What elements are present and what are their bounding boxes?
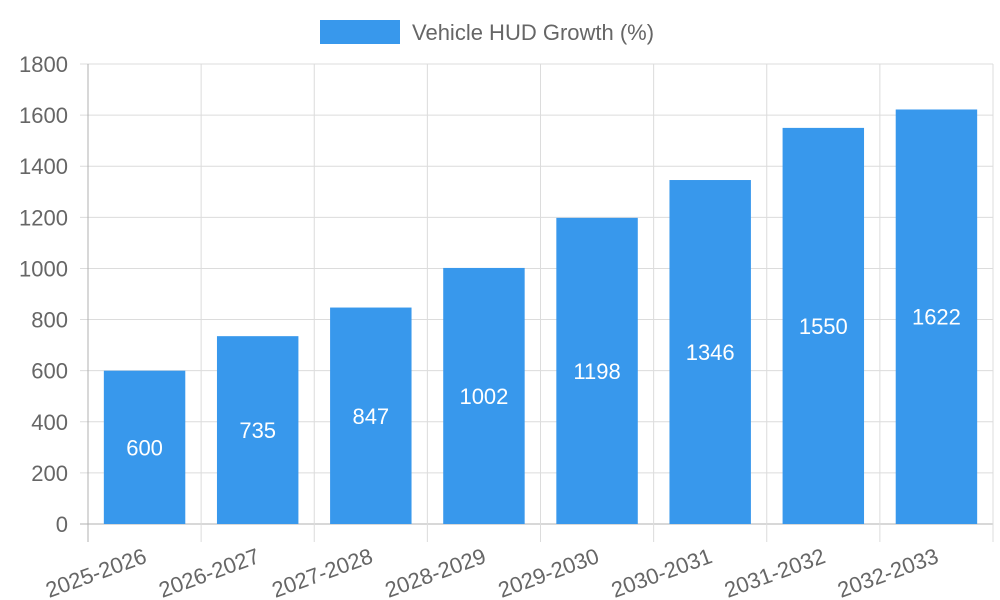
x-tick-label: 2026-2027: [155, 543, 262, 600]
bar-value-label: 1550: [799, 314, 848, 339]
bar[interactable]: [556, 217, 638, 524]
legend-label[interactable]: Vehicle HUD Growth (%): [412, 20, 654, 45]
bars: 600 735 847 1002 1198 1346 1550 1622: [103, 109, 978, 524]
y-tick-label: 400: [31, 410, 68, 435]
y-tick-label: 1400: [19, 154, 68, 179]
y-tick-label: 1000: [19, 256, 68, 281]
bar-value-label: 600: [126, 435, 163, 460]
y-tick-label: 800: [31, 308, 68, 333]
x-tick-label: 2030-2031: [608, 543, 715, 600]
bar-value-label: 1346: [686, 340, 735, 365]
bar-value-label: 1002: [459, 384, 508, 409]
legend-swatch[interactable]: [320, 20, 400, 44]
bar-value-label: 735: [239, 418, 276, 443]
bar[interactable]: [669, 180, 751, 524]
x-tick-label: 2031-2032: [721, 543, 828, 600]
grid-lines: [80, 63, 994, 542]
bar[interactable]: [443, 267, 525, 524]
bar[interactable]: [103, 370, 186, 524]
x-tick-label: 2032-2033: [834, 543, 941, 600]
y-tick-label: 0: [56, 512, 68, 537]
bar[interactable]: [895, 109, 978, 524]
bar[interactable]: [330, 307, 412, 524]
y-tick-label: 1800: [19, 52, 68, 77]
bar-value-label: 847: [352, 404, 389, 429]
bar[interactable]: [216, 336, 299, 524]
x-tick-label: 2028-2029: [382, 543, 489, 600]
bar-value-label: 1198: [573, 359, 620, 384]
x-tick-label: 2027-2028: [269, 543, 376, 600]
y-tick-label: 600: [31, 359, 68, 384]
y-tick-label: 200: [31, 461, 68, 486]
y-tick-label: 1200: [19, 205, 68, 230]
x-tick-label: 2029-2030: [495, 543, 602, 600]
y-tick-label: 1600: [19, 103, 68, 128]
bar[interactable]: [782, 127, 865, 524]
legend[interactable]: Vehicle HUD Growth (%): [320, 20, 654, 45]
bar-value-label: 1622: [912, 305, 961, 330]
x-tick-label: 2025-2026: [42, 543, 149, 600]
